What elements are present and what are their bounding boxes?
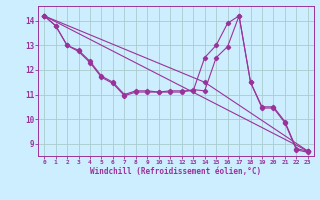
X-axis label: Windchill (Refroidissement éolien,°C): Windchill (Refroidissement éolien,°C) bbox=[91, 167, 261, 176]
